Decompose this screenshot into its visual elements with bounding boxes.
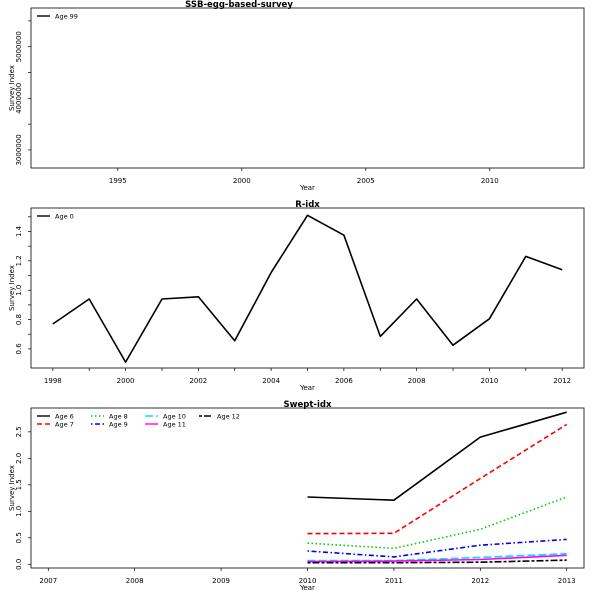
panel-ssb-egg-based-survey: SSB-egg-based-survey 1995 2000 2005 2010 30… xyxy=(8,0,585,192)
series-line-age-11 xyxy=(307,554,567,563)
y-axis-label: Survey Index xyxy=(8,465,16,511)
x-tick-label: 2012 xyxy=(553,377,571,385)
legend-label: Age 10 xyxy=(163,413,186,421)
x-tick-label: 2010 xyxy=(299,577,317,585)
y-tick-label: 1.2 xyxy=(15,255,23,266)
plot-box xyxy=(30,7,585,169)
x-tick-label: 1995 xyxy=(109,177,127,185)
series-lines xyxy=(52,214,563,363)
legend-label: Age 0 xyxy=(55,213,74,221)
chart-title: R-idx xyxy=(295,200,320,210)
series-line-age-7 xyxy=(307,423,568,535)
legend: Age 0 xyxy=(37,213,74,221)
x-axis-label: Year xyxy=(299,584,315,592)
x-tick-label: 2006 xyxy=(335,377,353,385)
x-tick-label: 2009 xyxy=(212,577,230,585)
y-axis-label: Survey Index xyxy=(8,65,16,111)
x-tick-label: 2010 xyxy=(480,377,498,385)
x-axis: 1995 2000 2005 2010 xyxy=(109,168,499,185)
x-tick-label: 2008 xyxy=(408,377,426,385)
panel-swept-idx: Swept-idx 2007 2008 2009 2010 2011 2012 2013 0… xyxy=(8,400,585,592)
series-line-age-8 xyxy=(307,496,567,550)
legend-label: Age 12 xyxy=(217,413,240,421)
legend-label: Age 9 xyxy=(109,421,128,429)
series-line-age-0 xyxy=(52,214,563,363)
panel-r-idx: R-idx 1998 2000 2002 2004 2006 2008 2010 2012 0… xyxy=(8,200,585,392)
y-tick-label: 5000000 xyxy=(15,31,23,62)
y-axis: 0.6 0.8 1.0 1.2 1.4 xyxy=(15,216,31,355)
series-line-age-6 xyxy=(307,411,567,502)
y-axis: 3000000 4000000 5000000 xyxy=(15,20,31,166)
x-tick-label: 2013 xyxy=(558,577,576,585)
y-tick-label: 0.6 xyxy=(15,343,23,355)
x-axis-label: Year xyxy=(299,184,315,192)
legend-label: Age 11 xyxy=(163,421,186,429)
y-tick-label: 1.0 xyxy=(15,506,23,517)
y-tick-label: 0.0 xyxy=(15,559,23,570)
x-axis: 2007 2008 2009 2010 2011 2012 2013 xyxy=(39,568,576,585)
y-tick-label: 0.5 xyxy=(15,532,23,543)
series-line-age-10 xyxy=(307,552,567,562)
x-axis-label: Year xyxy=(299,384,315,392)
x-tick-label: 2008 xyxy=(126,577,144,585)
y-tick-label: 1.4 xyxy=(15,225,23,237)
y-tick-label: 2.5 xyxy=(15,426,23,437)
series-line-age-9 xyxy=(307,538,567,558)
legend-label: Age 6 xyxy=(55,413,74,421)
x-tick-label: 1998 xyxy=(44,377,62,385)
y-axis-label: Survey Index xyxy=(8,265,16,311)
x-tick-label: 2010 xyxy=(481,177,499,185)
x-tick-label: 2000 xyxy=(233,177,251,185)
x-tick-label: 2007 xyxy=(39,577,57,585)
x-axis: 1998 2000 2002 2004 2006 2008 2010 2012 xyxy=(44,368,571,385)
x-tick-label: 2011 xyxy=(385,577,403,585)
x-tick-label: 2005 xyxy=(357,177,375,185)
plot-box xyxy=(30,207,585,369)
y-tick-label: 1.0 xyxy=(15,285,23,296)
legend-label: Age 8 xyxy=(109,413,128,421)
x-tick-label: 2012 xyxy=(471,577,489,585)
y-tick-label: 2.0 xyxy=(15,453,23,464)
y-axis: 0.0 0.5 1.0 1.5 2.0 2.5 xyxy=(15,426,31,570)
y-tick-label: 0.8 xyxy=(15,314,23,325)
x-tick-label: 2002 xyxy=(189,377,207,385)
legend: Age 99 xyxy=(37,13,78,21)
chart-title: Swept-idx xyxy=(284,400,332,410)
x-tick-label: 2000 xyxy=(117,377,135,385)
y-tick-label: 1.5 xyxy=(15,479,23,490)
series-line-age-12 xyxy=(307,559,567,564)
y-tick-label: 3000000 xyxy=(15,134,23,165)
x-tick-label: 2004 xyxy=(262,377,280,385)
legend-label: Age 7 xyxy=(55,421,74,429)
y-tick-label: 4000000 xyxy=(15,83,23,114)
chart-title: SSB-egg-based-survey xyxy=(185,0,293,10)
series-lines xyxy=(307,411,568,564)
plot-box xyxy=(30,407,585,569)
legend-label: Age 99 xyxy=(55,13,78,21)
